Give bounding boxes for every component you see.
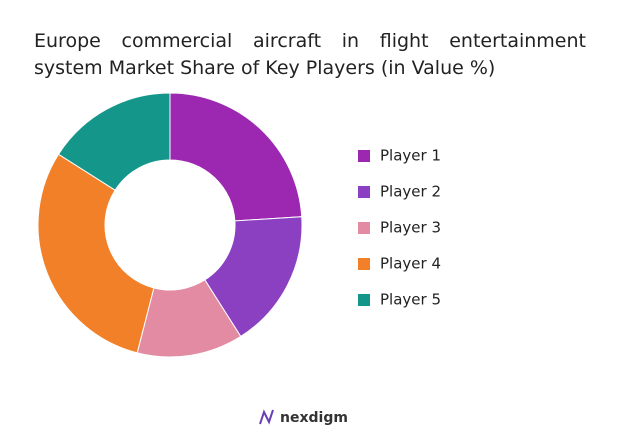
legend-label: Player 1 [380, 147, 441, 165]
donut-segment [37, 153, 155, 354]
logo: nexdigm [259, 409, 348, 426]
legend-label: Player 5 [380, 291, 441, 309]
legend-label: Player 3 [380, 219, 441, 237]
watermark: nexdigm [280, 410, 348, 426]
legend-swatch [358, 186, 370, 198]
legend-label: Player 4 [380, 255, 441, 273]
donut-segment [57, 92, 171, 191]
legend-swatch [358, 258, 370, 270]
logo-icon [259, 409, 274, 425]
legend-swatch [358, 222, 370, 234]
donut-segment [169, 92, 303, 222]
legend-swatch [358, 150, 370, 162]
legend-swatch [358, 294, 370, 306]
chart-title: Europe commercial aircraft in flight ent… [34, 30, 586, 79]
legend-label: Player 2 [380, 183, 441, 201]
